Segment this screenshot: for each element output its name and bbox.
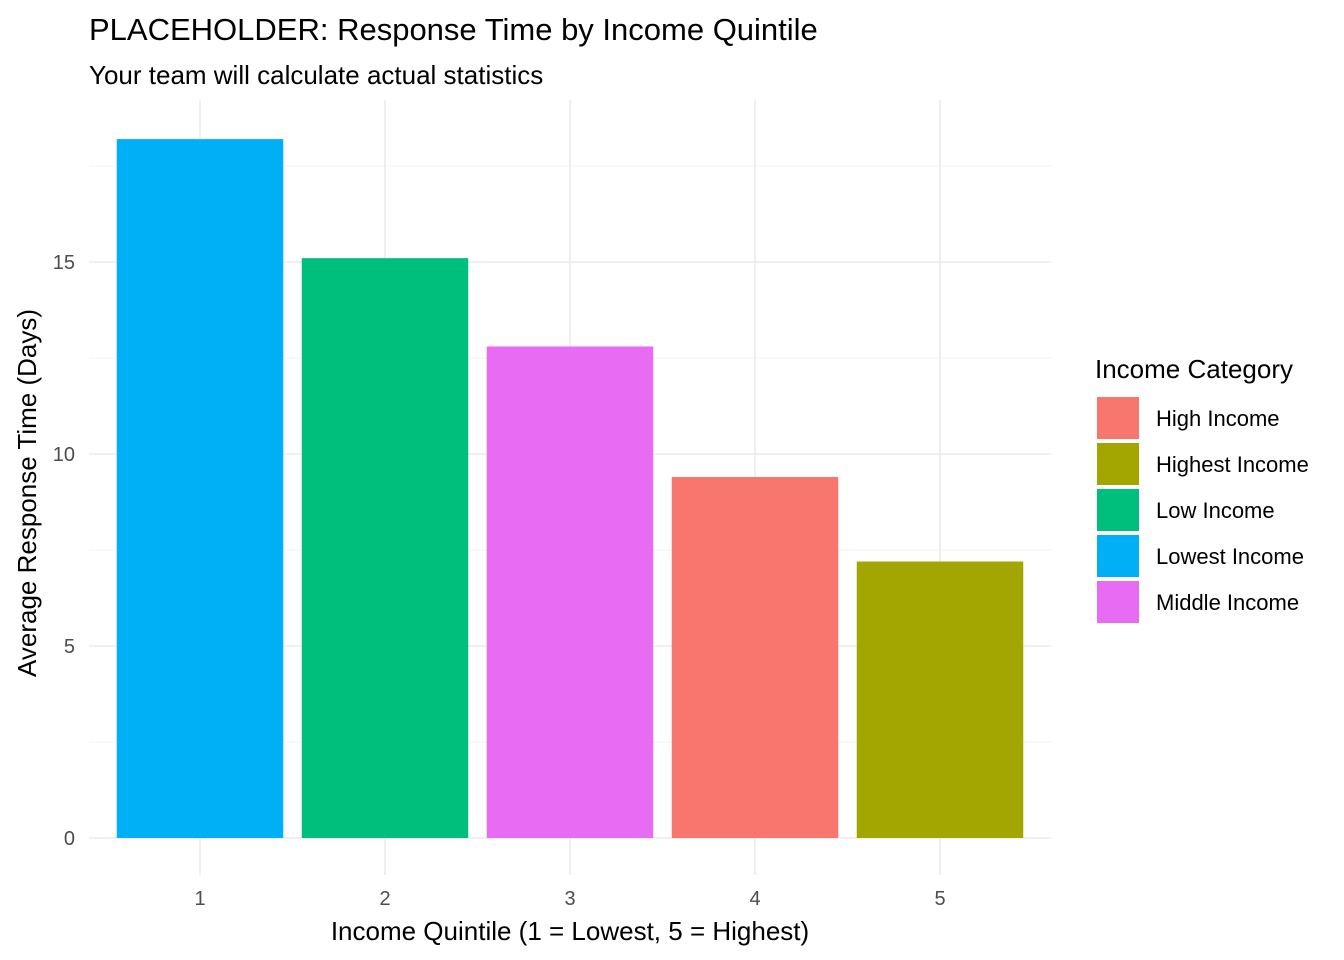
bar-5 — [856, 561, 1024, 838]
y-tick-label: 15 — [53, 252, 75, 274]
bar-3 — [486, 346, 654, 838]
x-tick-label: 4 — [749, 888, 760, 910]
x-tick-label: 2 — [379, 888, 390, 910]
legend-swatch — [1097, 535, 1139, 577]
x-axis-ticks: 1 2 3 4 5 — [194, 888, 945, 910]
legend-title: Income Category — [1095, 354, 1293, 384]
x-tick-label: 3 — [564, 888, 575, 910]
x-tick-label: 5 — [934, 888, 945, 910]
y-tick-label: 0 — [64, 828, 75, 850]
y-axis-title: Average Response Time (Days) — [12, 309, 42, 677]
legend-swatch — [1097, 397, 1139, 439]
legend-label: Lowest Income — [1156, 544, 1304, 569]
x-axis-title: Income Quintile (1 = Lowest, 5 = Highest… — [331, 916, 809, 946]
legend-swatch — [1097, 489, 1139, 531]
legend-label: Low Income — [1156, 498, 1275, 523]
legend-label: Middle Income — [1156, 590, 1299, 615]
x-tick-label: 1 — [194, 888, 205, 910]
legend-swatch — [1097, 581, 1139, 623]
legend-label: Highest Income — [1156, 452, 1309, 477]
bars — [116, 139, 1024, 838]
legend: Income Category High Income Highest Incom… — [1095, 354, 1309, 623]
y-tick-label: 10 — [53, 444, 75, 466]
chart-subtitle: Your team will calculate actual statisti… — [89, 60, 543, 90]
chart-title: PLACEHOLDER: Response Time by Income Qui… — [89, 12, 818, 47]
legend-label: High Income — [1156, 406, 1280, 431]
legend-swatch — [1097, 443, 1139, 485]
bar-1 — [116, 139, 284, 838]
y-tick-label: 5 — [64, 636, 75, 658]
bar-2 — [301, 258, 469, 838]
y-axis-ticks: 0 5 10 15 — [53, 252, 75, 850]
bar-4 — [671, 477, 839, 838]
